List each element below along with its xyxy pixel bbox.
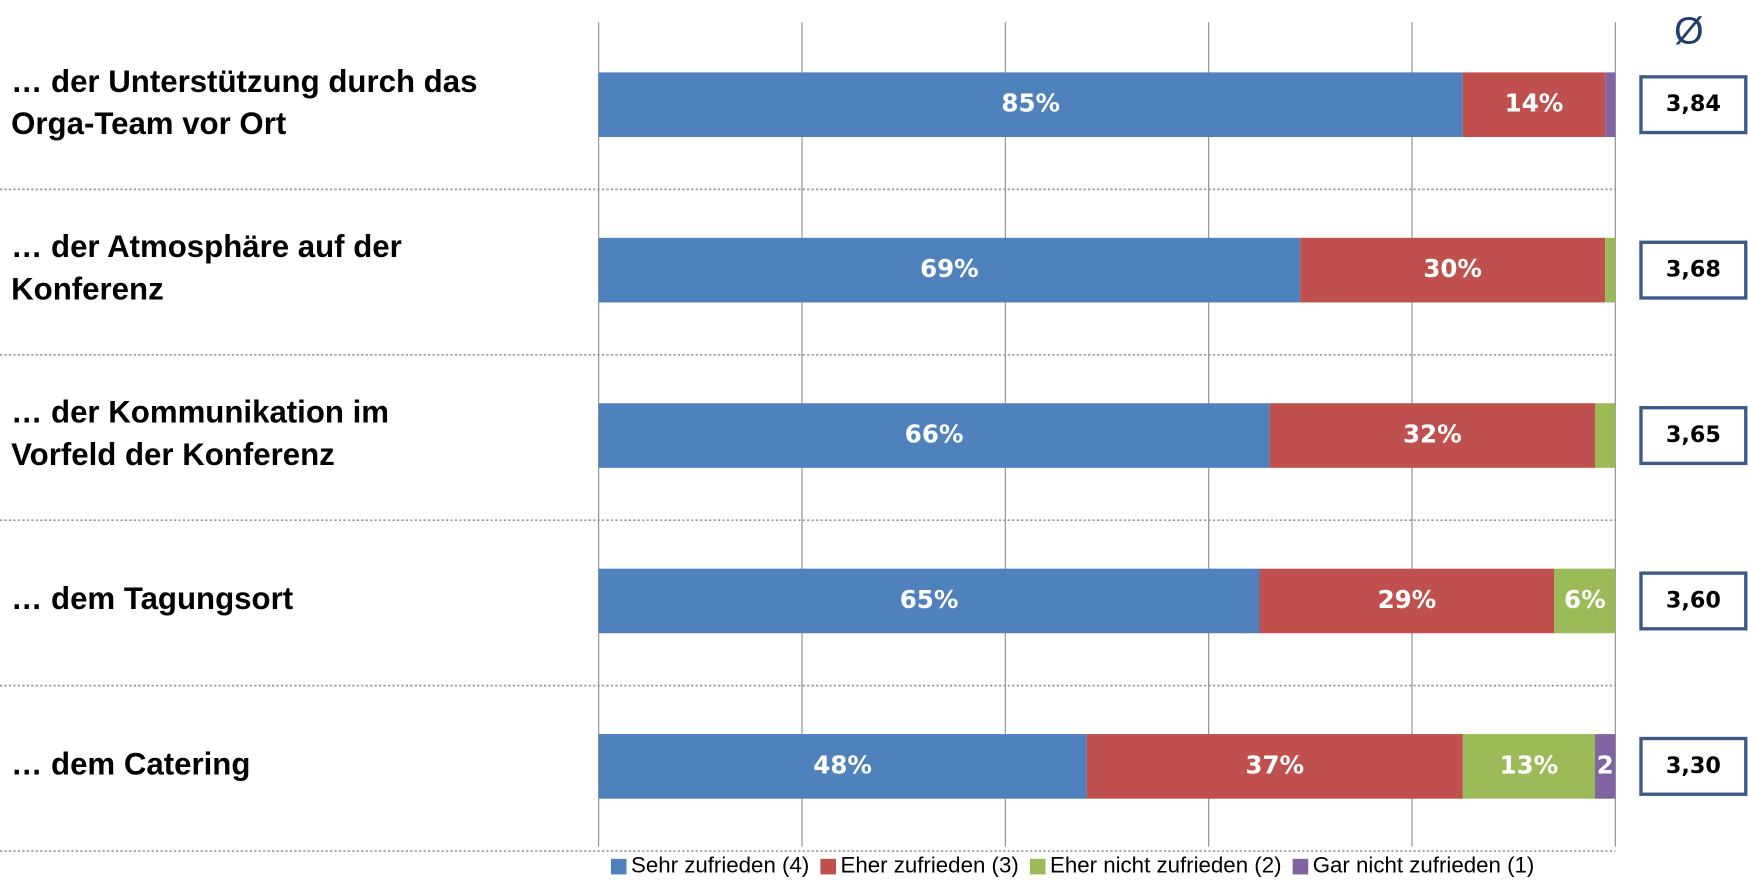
- category-label: … der Atmosphäre auf der: [11, 229, 402, 264]
- average-label: 3,60: [1666, 587, 1721, 613]
- bar-segment: [1086, 734, 1463, 799]
- bar-segment: [598, 72, 1463, 138]
- bar-segment: [1300, 237, 1606, 303]
- average-box: [1639, 240, 1748, 300]
- bar-segment: [598, 237, 1301, 303]
- bar-segment: [1462, 72, 1606, 138]
- category-label: … der Kommunikation im: [11, 395, 389, 430]
- category-label: … der Unterstützung durch das: [11, 64, 477, 99]
- bar-segment: [1554, 568, 1616, 634]
- bar-segment: [1605, 72, 1616, 138]
- bar-segment: [598, 568, 1260, 634]
- category-label: … dem Tagungsort: [11, 581, 293, 616]
- value-label: 14%: [1505, 89, 1564, 118]
- average-box: [1639, 406, 1748, 466]
- value-label: 37%: [1245, 750, 1304, 779]
- legend-swatch: [1292, 858, 1309, 875]
- bar-segment: [598, 403, 1270, 468]
- legend-label: Eher nicht zufrieden (2): [1050, 853, 1282, 878]
- legend-label: Sehr zufrieden (4): [631, 853, 809, 878]
- value-label: 69%: [920, 254, 979, 283]
- value-label: 2: [1597, 750, 1614, 779]
- bar-segment: [598, 734, 1087, 799]
- category-label: Vorfeld der Konferenz: [11, 437, 335, 472]
- legend-swatch: [820, 858, 837, 875]
- value-label: 30%: [1423, 254, 1482, 283]
- category-label: Konferenz: [11, 272, 164, 307]
- bar-segment: [1259, 568, 1555, 634]
- average-box: [1639, 736, 1748, 796]
- value-label: 85%: [1001, 89, 1060, 118]
- average-label: 3,84: [1666, 91, 1721, 117]
- legend-label: Eher zufrieden (3): [840, 853, 1018, 878]
- average-box: [1639, 571, 1748, 631]
- value-label: 29%: [1378, 585, 1437, 614]
- average-label: 3,30: [1666, 753, 1721, 779]
- bar-segment: [1462, 734, 1596, 799]
- value-label: 65%: [900, 585, 959, 614]
- bar-segment: [1605, 237, 1616, 303]
- legend-label: Gar nicht zufrieden (1): [1313, 853, 1535, 878]
- legend-swatch: [610, 858, 627, 875]
- value-label: 48%: [813, 750, 872, 779]
- average-box: [1639, 75, 1748, 135]
- category-label: Orga-Team vor Ort: [11, 106, 286, 141]
- legend-swatch: [1029, 858, 1046, 875]
- bar-segment: [1595, 734, 1616, 799]
- value-label: 13%: [1500, 750, 1559, 779]
- average-label: 3,68: [1666, 257, 1721, 283]
- value-label: 66%: [905, 420, 964, 449]
- value-label: 32%: [1403, 420, 1462, 449]
- bar-segment: [1269, 403, 1596, 468]
- category-label: … dem Catering: [11, 747, 250, 782]
- average-header: Ø: [1674, 10, 1703, 52]
- value-label: 6%: [1564, 585, 1606, 614]
- average-label: 3,65: [1666, 422, 1721, 448]
- bar-segment: [1595, 403, 1616, 468]
